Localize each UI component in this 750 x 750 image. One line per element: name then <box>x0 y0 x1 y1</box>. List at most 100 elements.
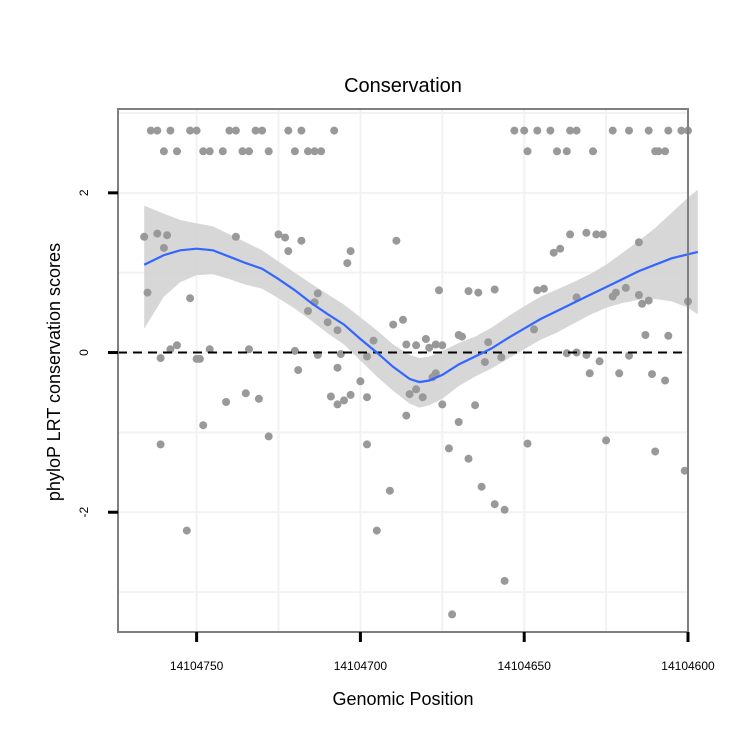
x-tick-label: 14104700 <box>334 659 388 673</box>
data-point <box>199 147 208 156</box>
data-point <box>333 400 342 409</box>
x-tick-label: 14104650 <box>498 659 552 673</box>
data-point <box>218 147 227 156</box>
data-point <box>677 126 686 135</box>
data-point <box>533 126 542 135</box>
data-point <box>589 147 597 156</box>
data-points <box>140 126 692 619</box>
data-point <box>523 147 532 156</box>
data-point <box>477 482 486 491</box>
data-point <box>264 432 273 441</box>
smooth-line <box>143 247 699 384</box>
data-point <box>523 439 532 448</box>
data-point <box>562 147 571 156</box>
data-point <box>153 229 162 238</box>
data-point <box>245 345 253 354</box>
data-point <box>562 349 571 358</box>
data-point <box>418 393 427 402</box>
data-point <box>159 147 168 156</box>
data-point <box>425 343 434 352</box>
data-point <box>454 418 463 426</box>
data-point <box>638 299 647 308</box>
data-point <box>336 350 345 359</box>
data-point <box>304 147 312 156</box>
data-point <box>615 369 624 378</box>
confidence-ribbon <box>144 189 698 408</box>
data-point <box>592 230 601 239</box>
data-point <box>500 576 509 585</box>
data-point <box>146 126 155 135</box>
data-point <box>173 341 181 350</box>
data-point <box>644 296 653 305</box>
data-point <box>471 401 480 410</box>
x-axis: 14104750 14104700 14104650 14104600 <box>170 632 715 673</box>
chart-title: Conservation <box>344 75 462 97</box>
data-point <box>634 291 643 299</box>
data-point <box>566 126 575 135</box>
data-point <box>402 411 411 420</box>
data-point <box>284 247 293 256</box>
data-point <box>654 147 663 156</box>
data-point <box>254 394 263 403</box>
data-point <box>572 126 581 135</box>
data-point <box>166 345 175 354</box>
data-point <box>192 126 201 135</box>
data-point <box>143 288 152 297</box>
data-point <box>510 126 519 135</box>
data-point <box>238 147 247 156</box>
data-point <box>553 147 561 156</box>
data-point <box>258 126 267 135</box>
data-point <box>166 126 175 135</box>
data-point <box>385 486 394 495</box>
data-point <box>153 126 162 135</box>
panel-border <box>117 108 689 633</box>
data-point <box>140 232 149 241</box>
data-point <box>330 126 339 135</box>
data-point <box>412 385 421 394</box>
data-point <box>290 147 299 156</box>
data-point <box>369 336 378 345</box>
data-point <box>163 231 172 240</box>
data-point <box>438 341 447 350</box>
data-point <box>313 289 322 298</box>
data-point <box>546 126 555 135</box>
data-point <box>222 398 231 406</box>
y-tick-label: 2 <box>77 189 91 196</box>
data-point <box>241 389 250 398</box>
data-point <box>438 400 447 409</box>
data-point <box>392 236 401 245</box>
data-point <box>490 285 499 294</box>
data-point <box>431 340 440 349</box>
data-point <box>458 332 466 341</box>
data-point <box>205 345 214 354</box>
data-point <box>625 126 633 135</box>
data-point <box>444 444 453 453</box>
data-point <box>245 147 253 156</box>
data-point <box>664 126 673 135</box>
x-tick-label: 14104750 <box>170 659 224 673</box>
data-point <box>611 288 620 297</box>
data-point <box>539 284 548 293</box>
data-point <box>566 230 575 239</box>
data-point <box>585 369 594 378</box>
data-point <box>323 318 332 327</box>
data-point <box>297 236 306 245</box>
data-point <box>661 147 670 156</box>
data-point <box>333 326 342 335</box>
data-point <box>421 335 430 343</box>
data-point <box>644 126 653 135</box>
data-point <box>274 230 283 239</box>
x-axis-label: Genomic Position <box>332 689 473 709</box>
data-point <box>530 325 538 334</box>
data-point <box>363 393 371 402</box>
y-axis-label: phyloP LRT conservation scores <box>44 243 64 501</box>
data-point <box>363 352 371 361</box>
data-point <box>625 351 633 360</box>
data-point <box>556 244 565 253</box>
data-point <box>343 259 352 268</box>
data-point <box>346 247 355 256</box>
y-tick-label: -2 <box>77 507 91 518</box>
y-tick-label: 0 <box>77 349 91 356</box>
data-point <box>231 126 240 135</box>
data-point <box>549 248 558 257</box>
